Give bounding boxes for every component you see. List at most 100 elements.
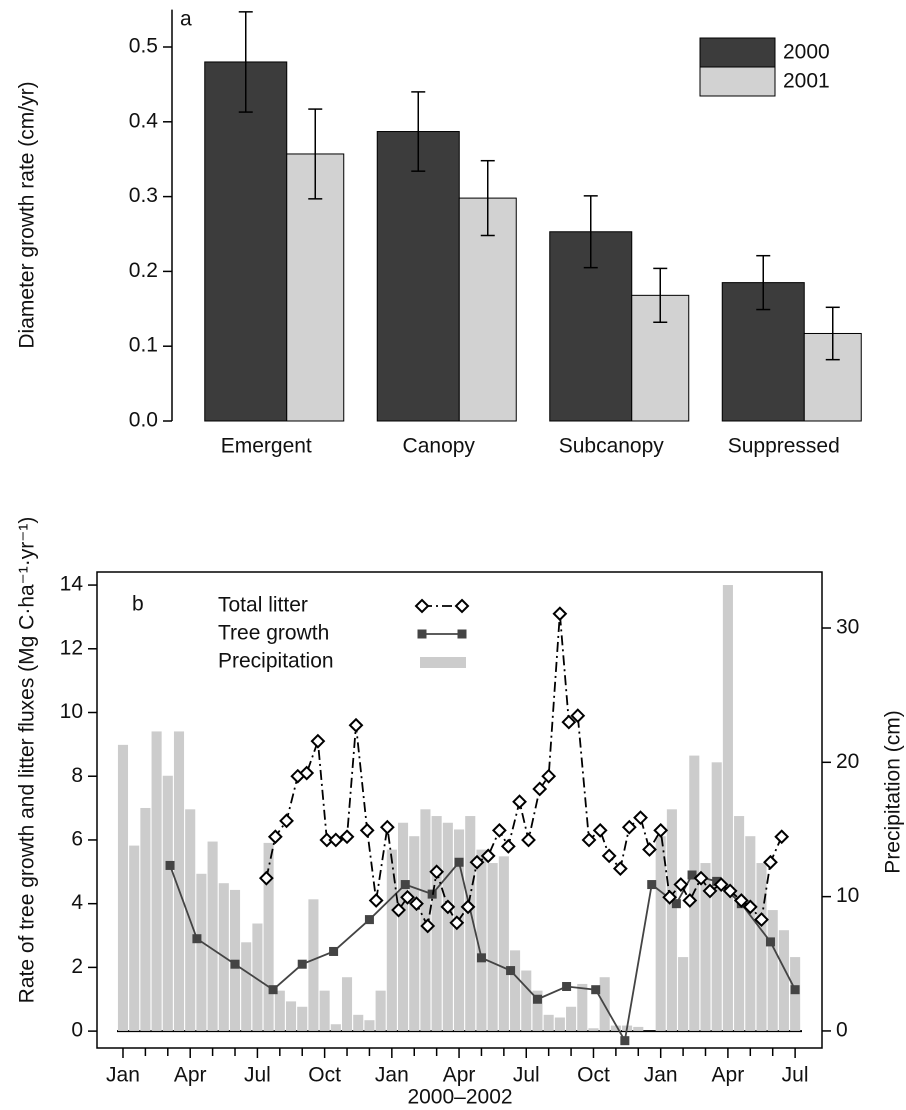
- marker: [192, 934, 202, 944]
- marker: [532, 994, 542, 1004]
- precip-bar: [207, 841, 218, 1031]
- precip-bar: [566, 1006, 577, 1031]
- precip-bar: [521, 970, 532, 1031]
- precip-bar: [196, 873, 207, 1031]
- marker: [420, 918, 436, 934]
- precip-bar: [140, 807, 151, 1031]
- marker: [552, 606, 568, 622]
- panel-label: b: [132, 593, 144, 616]
- marker: [790, 985, 800, 995]
- precip-bar: [330, 1024, 341, 1031]
- precip-bar: [341, 977, 353, 1031]
- bar: [204, 61, 288, 422]
- marker: [642, 842, 657, 857]
- y2-tick-label: 20: [836, 750, 859, 773]
- x-tick-label: Subcanopy: [559, 435, 665, 458]
- marker: [713, 877, 729, 892]
- x-tick-label: Jul: [244, 1064, 271, 1087]
- marker: [500, 838, 516, 854]
- marker: [480, 848, 496, 864]
- marker: [258, 870, 274, 886]
- marker: [581, 832, 597, 848]
- precip-bar: [734, 816, 745, 1031]
- y2-tick-label: 30: [836, 616, 859, 639]
- precip-bar: [263, 842, 274, 1031]
- plot-frame: [96, 571, 823, 1049]
- marker: [391, 902, 406, 918]
- precip-bar: [588, 1028, 599, 1031]
- precip-bar: [778, 930, 789, 1031]
- y-tick-label: 0.5: [129, 35, 158, 58]
- legend-swatch: [420, 657, 466, 668]
- precip-bar: [173, 731, 185, 1031]
- marker: [702, 883, 718, 899]
- marker: [328, 832, 344, 848]
- x-tick-label: Apr: [174, 1064, 207, 1087]
- precip-bar: [442, 822, 453, 1031]
- x-tick-label: Jan: [375, 1064, 409, 1087]
- precip-bar: [756, 863, 767, 1031]
- marker: [562, 982, 572, 992]
- marker: [591, 985, 601, 995]
- marker: [765, 937, 775, 947]
- precip-bar: [767, 910, 778, 1031]
- x-axis-label: 2000–2002: [407, 1086, 512, 1109]
- marker: [364, 915, 374, 925]
- y-tick-label: 8: [71, 764, 83, 787]
- marker: [440, 899, 456, 915]
- precip-bar: [487, 863, 498, 1031]
- marker: [267, 829, 283, 845]
- x-tick-label: Jan: [106, 1064, 140, 1087]
- marker: [653, 822, 669, 838]
- y-tick-label: 12: [60, 636, 83, 659]
- precip-bar: [364, 1020, 375, 1031]
- bar: [376, 131, 460, 422]
- precip-bar: [610, 1025, 621, 1031]
- marker: [449, 915, 465, 931]
- marker: [460, 899, 476, 915]
- precip-bar: [498, 856, 509, 1031]
- precip-bar: [454, 829, 465, 1031]
- precip-bar: [532, 990, 543, 1031]
- y-tick-label: 4: [71, 891, 83, 914]
- precip-bar: [241, 942, 252, 1031]
- precip-bar: [465, 816, 476, 1031]
- legend-label: 2000: [783, 41, 830, 64]
- precip-bar: [510, 950, 521, 1031]
- precip-bar: [554, 1017, 565, 1031]
- precip-bar: [577, 983, 588, 1031]
- marker: [620, 1036, 630, 1046]
- marker: [476, 953, 486, 963]
- legend-swatch: [699, 37, 776, 68]
- precip-bar: [700, 863, 711, 1031]
- marker: [621, 819, 637, 835]
- precip-bar: [711, 762, 722, 1031]
- marker: [601, 848, 617, 864]
- marker: [348, 717, 364, 733]
- marker: [400, 880, 410, 890]
- marker: [454, 857, 464, 867]
- precip-bar: [678, 957, 689, 1031]
- marker: [541, 768, 557, 784]
- marker: [712, 876, 722, 886]
- marker: [561, 714, 577, 730]
- precip-bar: [162, 775, 173, 1031]
- marker: [682, 893, 698, 908]
- precip-bar: [666, 809, 677, 1031]
- marker: [329, 946, 339, 956]
- x-tick-label: Jul: [513, 1064, 540, 1087]
- precip-bar: [633, 1026, 644, 1031]
- marker: [774, 829, 790, 845]
- precip-bar: [409, 836, 420, 1031]
- marker: [763, 854, 778, 870]
- marker: [647, 880, 657, 890]
- precip-bar: [386, 849, 397, 1031]
- marker: [754, 912, 769, 928]
- marker: [165, 860, 175, 870]
- precip-bar: [431, 816, 442, 1031]
- legend-marker: [414, 598, 430, 614]
- marker: [532, 781, 548, 797]
- legend-label: Total litter: [218, 594, 308, 617]
- marker: [633, 810, 648, 826]
- marker: [359, 822, 375, 838]
